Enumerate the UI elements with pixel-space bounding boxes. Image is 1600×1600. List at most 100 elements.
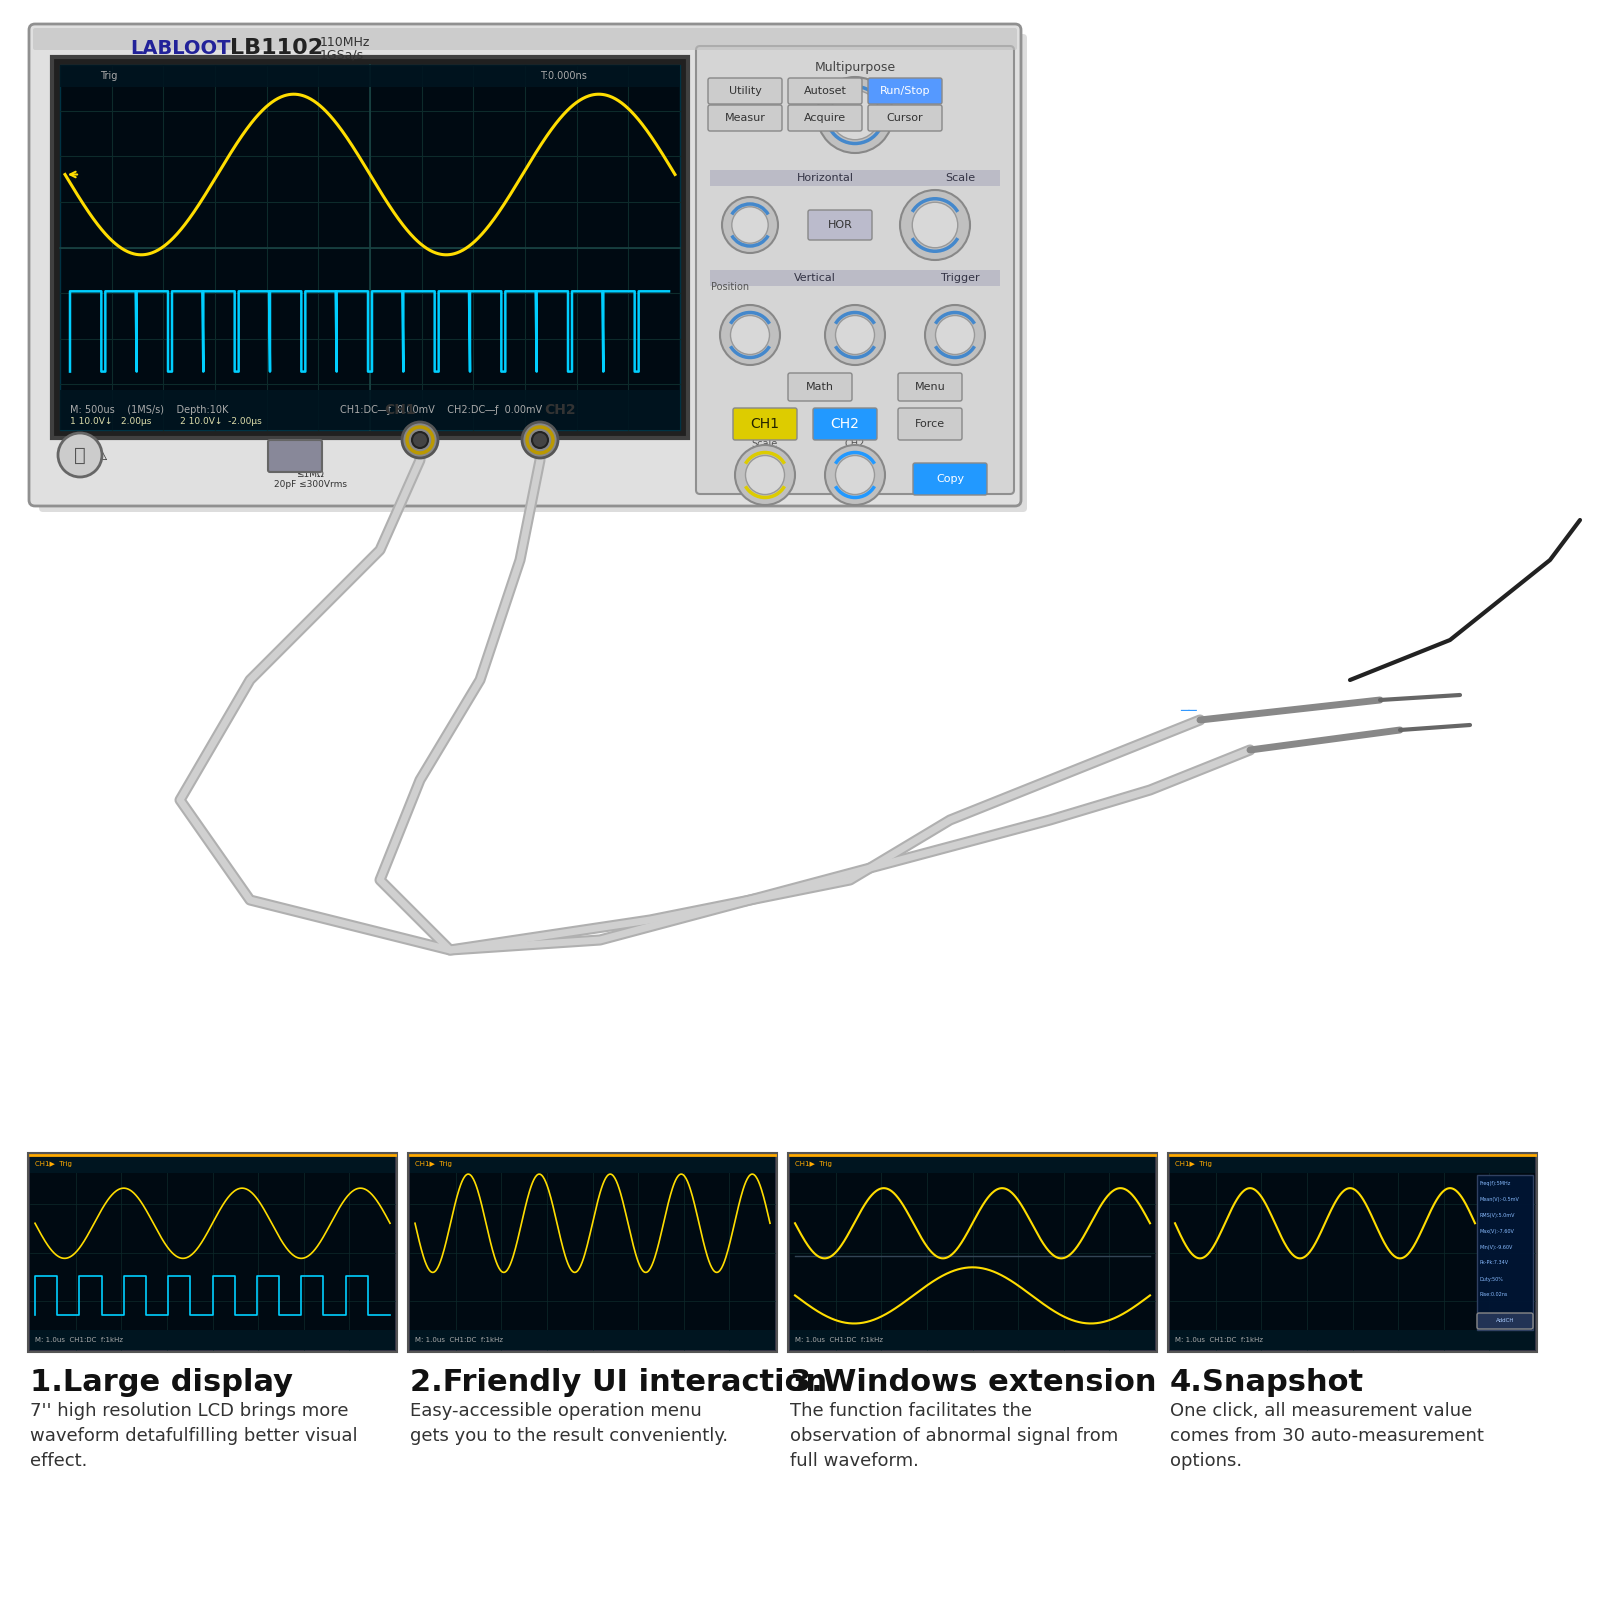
- FancyBboxPatch shape: [696, 46, 1014, 494]
- Text: CH1:DC―ƒ  0.00mV    CH2:DC―ƒ  0.00mV: CH1:DC―ƒ 0.00mV CH2:DC―ƒ 0.00mV: [339, 405, 542, 414]
- FancyBboxPatch shape: [29, 24, 1021, 506]
- Text: M: 1.0us  CH1:DC  f:1kHz: M: 1.0us CH1:DC f:1kHz: [795, 1338, 883, 1342]
- Bar: [1477, 1174, 1533, 1330]
- Text: CH1▶  Trig: CH1▶ Trig: [35, 1162, 72, 1166]
- FancyBboxPatch shape: [707, 106, 782, 131]
- Text: CH2: CH2: [830, 418, 859, 430]
- Bar: [1170, 1155, 1534, 1173]
- Text: Mean(V):-0.5mV: Mean(V):-0.5mV: [1478, 1197, 1518, 1202]
- Text: M: 1.0us  CH1:DC  f:1kHz: M: 1.0us CH1:DC f:1kHz: [414, 1338, 502, 1342]
- Text: CH1▶  Trig: CH1▶ Trig: [795, 1162, 832, 1166]
- Circle shape: [936, 315, 974, 355]
- Bar: [410, 1155, 774, 1173]
- Bar: [787, 1154, 1157, 1352]
- Text: M: 1.0us  CH1:DC  f:1kHz: M: 1.0us CH1:DC f:1kHz: [1174, 1338, 1262, 1342]
- Text: Rise:0.02ns: Rise:0.02ns: [1478, 1293, 1507, 1298]
- Text: Multipurpose: Multipurpose: [814, 61, 896, 75]
- Circle shape: [830, 90, 880, 139]
- Text: CH2: CH2: [544, 403, 576, 418]
- Text: Utility: Utility: [728, 86, 762, 96]
- FancyBboxPatch shape: [914, 462, 987, 494]
- FancyBboxPatch shape: [898, 373, 962, 402]
- Text: M: 1.0us  CH1:DC  f:1kHz: M: 1.0us CH1:DC f:1kHz: [35, 1338, 123, 1342]
- Text: LB1102: LB1102: [230, 38, 323, 58]
- Text: Measur: Measur: [725, 114, 765, 123]
- Text: LABLOOT: LABLOOT: [130, 38, 230, 58]
- Text: 1.Large display: 1.Large display: [30, 1368, 293, 1397]
- Circle shape: [734, 445, 795, 506]
- FancyBboxPatch shape: [898, 408, 962, 440]
- Circle shape: [720, 306, 781, 365]
- Text: 110MHz: 110MHz: [320, 35, 370, 48]
- Text: Run/Stop: Run/Stop: [880, 86, 930, 96]
- Bar: [710, 170, 1000, 186]
- Text: Duty:50%: Duty:50%: [1478, 1277, 1502, 1282]
- Text: M: 500us    (1MS/s)    Depth:10K: M: 500us (1MS/s) Depth:10K: [70, 405, 229, 414]
- Circle shape: [826, 445, 885, 506]
- Text: 1 10.0V↓   2.00μs          2 10.0V↓  -2.00μs: 1 10.0V↓ 2.00μs 2 10.0V↓ -2.00μs: [70, 418, 262, 427]
- Text: T:0.000ns: T:0.000ns: [541, 70, 587, 82]
- Circle shape: [731, 206, 768, 243]
- Circle shape: [925, 306, 986, 365]
- Bar: [29, 1154, 397, 1352]
- Text: The function facilitates the
observation of abnormal signal from
full waveform.: The function facilitates the observation…: [790, 1402, 1118, 1470]
- Circle shape: [722, 197, 778, 253]
- Circle shape: [531, 432, 547, 448]
- Text: CH1: CH1: [384, 403, 416, 418]
- Text: Easy-accessible operation menu
gets you to the result conveniently.: Easy-accessible operation menu gets you …: [410, 1402, 728, 1445]
- Text: Menu: Menu: [915, 382, 946, 392]
- Text: CH1: CH1: [750, 418, 779, 430]
- Text: Pk-Pk:7.34V: Pk-Pk:7.34V: [1478, 1261, 1509, 1266]
- Text: Cursor: Cursor: [886, 114, 923, 123]
- Bar: [790, 1330, 1155, 1350]
- FancyBboxPatch shape: [269, 440, 322, 472]
- Text: 1GSa/s: 1GSa/s: [320, 48, 365, 61]
- Text: ──: ──: [1181, 704, 1197, 718]
- Circle shape: [731, 315, 770, 355]
- Bar: [1170, 1330, 1534, 1350]
- Bar: [61, 66, 680, 430]
- Circle shape: [746, 456, 784, 494]
- Circle shape: [413, 432, 429, 448]
- Text: ⏻: ⏻: [74, 445, 86, 464]
- Bar: [1168, 1154, 1538, 1352]
- FancyBboxPatch shape: [867, 106, 942, 131]
- FancyBboxPatch shape: [1477, 1314, 1533, 1330]
- Circle shape: [58, 434, 102, 477]
- Text: Scale: Scale: [752, 438, 778, 450]
- Text: CH1▶  Trig: CH1▶ Trig: [414, 1162, 451, 1166]
- Text: Vertical: Vertical: [794, 274, 835, 283]
- Text: RMS(V):5.0mV: RMS(V):5.0mV: [1478, 1213, 1515, 1218]
- Text: AddCH: AddCH: [1496, 1318, 1514, 1323]
- Text: 7'' high resolution LCD brings more
waveform detafulfilling better visual
effect: 7'' high resolution LCD brings more wave…: [30, 1402, 358, 1470]
- Text: Trigger: Trigger: [941, 274, 979, 283]
- FancyBboxPatch shape: [38, 34, 1027, 512]
- Circle shape: [835, 315, 875, 355]
- Text: Copy: Copy: [936, 474, 965, 483]
- Text: Force: Force: [915, 419, 946, 429]
- Bar: [410, 1155, 774, 1350]
- Text: Freq(f):5MHz: Freq(f):5MHz: [1478, 1181, 1510, 1186]
- Bar: [410, 1330, 774, 1350]
- Text: Min(V):-9.60V: Min(V):-9.60V: [1478, 1245, 1512, 1250]
- FancyBboxPatch shape: [787, 373, 851, 402]
- Bar: [61, 390, 680, 430]
- Bar: [790, 1155, 1155, 1350]
- FancyBboxPatch shape: [867, 78, 942, 104]
- FancyBboxPatch shape: [813, 408, 877, 440]
- Text: CH1▶  Trig: CH1▶ Trig: [1174, 1162, 1211, 1166]
- Circle shape: [522, 422, 558, 458]
- FancyBboxPatch shape: [733, 408, 797, 440]
- Bar: [30, 1330, 395, 1350]
- FancyBboxPatch shape: [707, 78, 782, 104]
- Bar: [51, 58, 688, 438]
- Bar: [61, 66, 680, 86]
- Text: HOR: HOR: [827, 219, 853, 230]
- Text: Autoset: Autoset: [803, 86, 846, 96]
- Circle shape: [826, 306, 885, 365]
- Circle shape: [835, 456, 875, 494]
- Text: 2.Friendly UI interaction: 2.Friendly UI interaction: [410, 1368, 827, 1397]
- Text: CH2: CH2: [845, 438, 866, 450]
- Text: Position: Position: [710, 282, 749, 291]
- Text: 4.Snapshot: 4.Snapshot: [1170, 1368, 1365, 1397]
